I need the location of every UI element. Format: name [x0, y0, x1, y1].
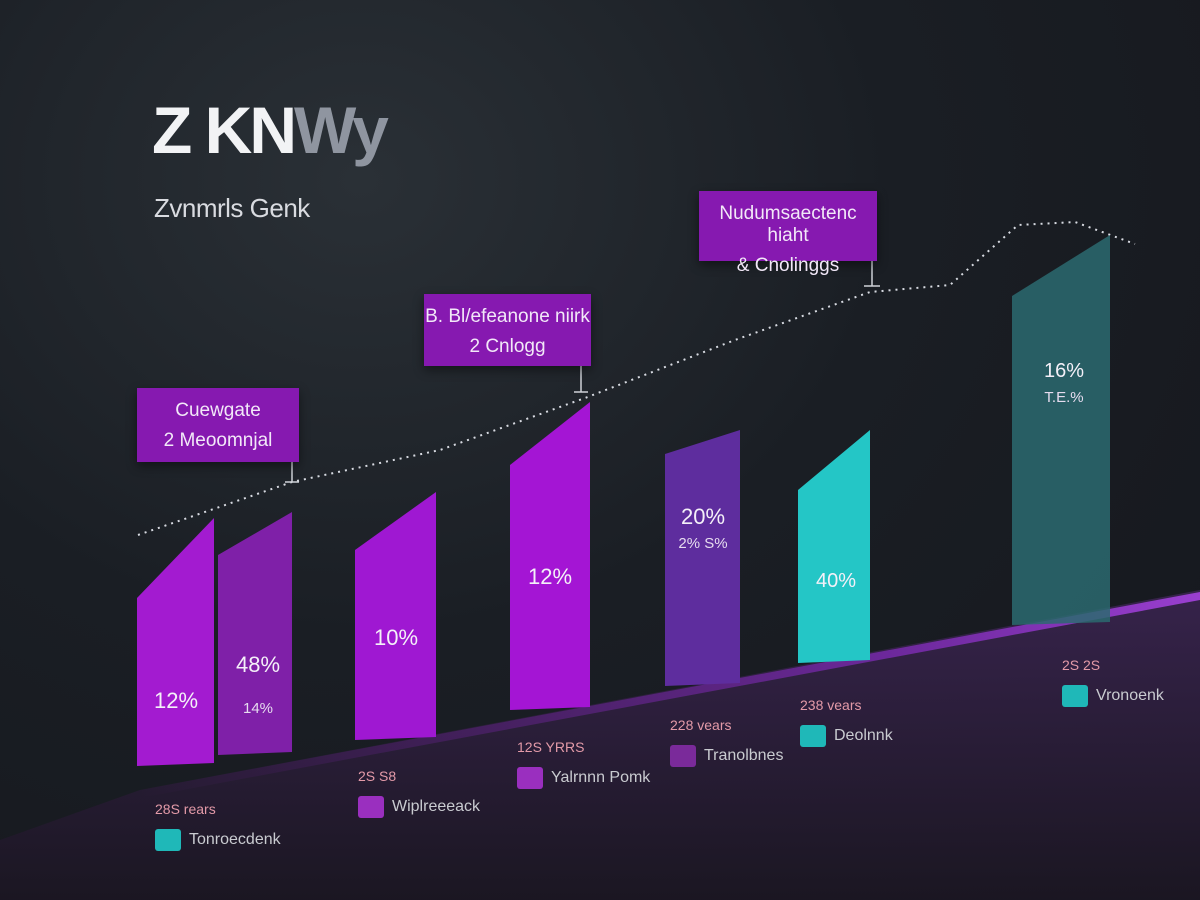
bar-value-label-1: 12%: [154, 688, 198, 713]
legend-label: Tranolbnes: [704, 747, 784, 764]
legend-label: Vronoenk: [1096, 687, 1164, 704]
chart-title: Z KNWy: [152, 93, 389, 167]
annotation-callout-2: B. Bl/efeanone niirk 2 Cnlogg: [424, 294, 591, 366]
legend-caption: 28S rears: [155, 801, 216, 817]
bar-value-label-6: 40%: [816, 570, 856, 592]
bar-1: [137, 518, 214, 766]
bar-3: [355, 492, 436, 740]
annotation-connector-1: [285, 462, 299, 483]
legend-label: Tonroecdenk: [189, 831, 281, 848]
bar-sub-label-5: 2% S%: [678, 535, 727, 552]
bar-value-label-4: 12%: [528, 564, 572, 589]
chart-floor: [0, 590, 1200, 900]
legend-item-5: 238 vears Deolnnk: [800, 697, 893, 747]
legend-caption: 2S 2S: [1062, 657, 1101, 673]
legend-swatch-icon: [1062, 685, 1088, 707]
annotation-line-1: Nudumsaectenc hiaht: [719, 203, 857, 246]
bar-sub-label-2: 14%: [243, 700, 273, 717]
trend-line: [137, 220, 1136, 536]
bar-value-label-7: 16%: [1044, 360, 1084, 382]
legend-swatch-icon: [155, 829, 181, 851]
annotation-callout-1: Cuewgate 2 Meoomnjal: [137, 388, 299, 462]
annotation-line-2: 2 Meoomnjal: [163, 430, 273, 451]
bar-sub-label-7: T.E.%: [1044, 389, 1083, 406]
legend-swatch-icon: [517, 767, 543, 789]
bars-layer: 12% 48% 14% 10% 12% 20% 2% S% 40% 16% T.E.%: [137, 235, 1110, 766]
legend-label: Wiplreeeack: [392, 798, 481, 815]
legend-caption: 238 vears: [800, 697, 862, 713]
legend-swatch-icon: [670, 745, 696, 767]
chart-subtitle: Zvnmrls Genk: [154, 193, 310, 223]
bar-4: [510, 402, 590, 710]
bar-value-label-5: 20%: [681, 504, 725, 529]
bar-5: [665, 430, 740, 686]
legend-item-3: 12S YRRS Yalrnnn Pomk: [517, 739, 650, 789]
legend-item-6: 2S 2S Vronoenk: [1062, 657, 1164, 707]
legend-caption: 228 vears: [670, 717, 732, 733]
annotation-line-1: Cuewgate: [175, 400, 261, 421]
legend-caption: 2S S8: [358, 768, 397, 784]
annotation-callout-3: Nudumsaectenc hiaht & Cnolinggs: [699, 191, 877, 276]
legend-item-4: 228 vears Tranolbnes: [670, 717, 783, 767]
legend-item-1: 28S rears Tonroecdenk: [155, 801, 281, 851]
bar-value-label-3: 10%: [374, 625, 418, 650]
legend-label: Deolnnk: [834, 727, 893, 744]
chart-floor-glow: [140, 592, 1200, 798]
bar-2: [218, 512, 292, 755]
legend-swatch-icon: [358, 796, 384, 818]
bar-value-label-2: 48%: [236, 652, 280, 677]
legend-swatch-icon: [800, 725, 826, 747]
annotation-line-1: B. Bl/efeanone niirk: [425, 306, 590, 327]
bar-7: [1012, 235, 1110, 625]
annotation-line-2: 2 Cnlogg: [469, 336, 546, 357]
annotation-line-2: & Cnolinggs: [736, 255, 840, 276]
bar-6: [798, 430, 870, 663]
legend-caption: 12S YRRS: [517, 739, 585, 755]
legend-label: Yalrnnn Pomk: [551, 769, 651, 786]
annotation-connector-2: [574, 366, 588, 393]
legend-item-2: 2S S8 Wiplreeeack: [358, 768, 480, 818]
